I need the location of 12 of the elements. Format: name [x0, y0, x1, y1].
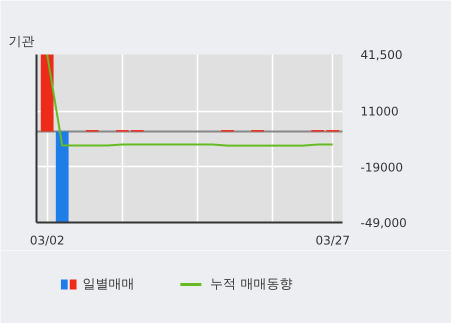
legend-label: 일별매매	[82, 277, 135, 292]
y-tick-label: -19000	[360, 160, 404, 174]
x-tick-label: 03/27	[315, 234, 350, 248]
line-series	[46, 54, 334, 147]
y-tick-label: 41,500	[360, 48, 402, 62]
y-tick-label: 11000	[360, 104, 399, 119]
chart-title: 기관	[8, 34, 34, 50]
y-tick-label: -49,000	[360, 216, 407, 230]
legend-label: 누적 매매동향	[210, 277, 292, 292]
x-tick-label: 03/02	[30, 234, 64, 248]
bar	[40, 54, 54, 132]
bar	[56, 132, 69, 222]
